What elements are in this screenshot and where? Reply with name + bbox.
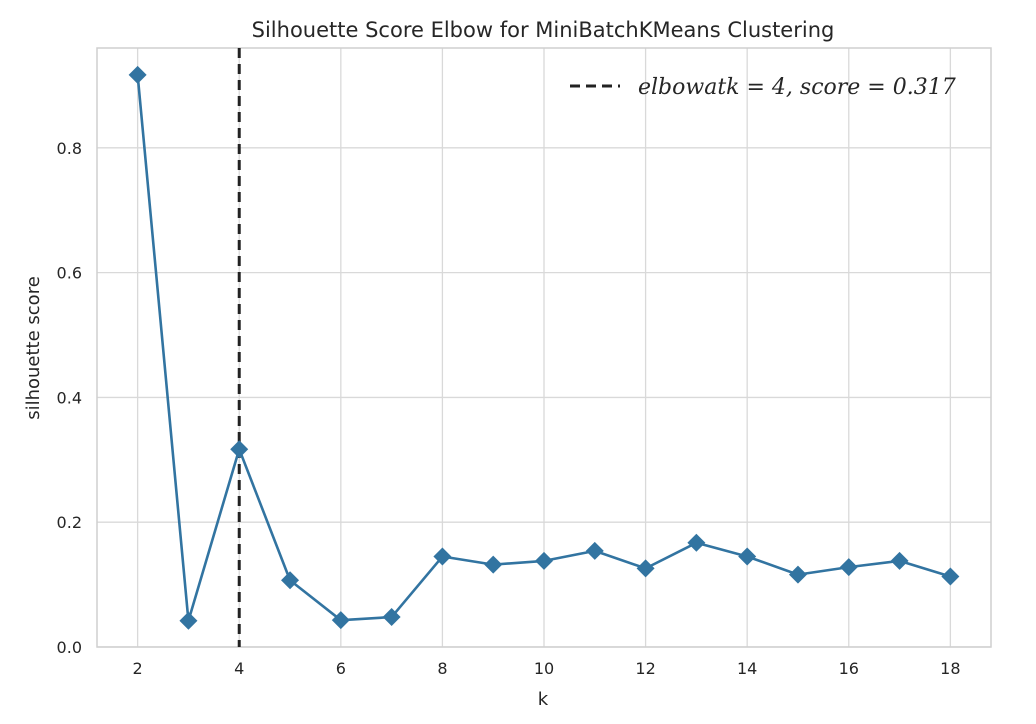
data-point-marker xyxy=(331,611,350,630)
x-tick-label: 18 xyxy=(940,659,960,678)
y-tick-label: 0.8 xyxy=(57,139,82,158)
y-tick-label: 0.0 xyxy=(57,638,82,657)
data-point-marker xyxy=(788,565,807,584)
x-tick-label: 6 xyxy=(336,659,346,678)
data-point-marker xyxy=(636,559,655,578)
data-point-marker xyxy=(179,611,198,630)
data-point-marker xyxy=(128,65,147,84)
x-tick-label: 2 xyxy=(133,659,143,678)
chart-title: Silhouette Score Elbow for MiniBatchKMea… xyxy=(252,18,835,42)
x-tick-label: 14 xyxy=(737,659,757,678)
data-point-marker xyxy=(281,571,300,590)
data-point-marker xyxy=(839,558,858,577)
data-point-marker xyxy=(484,555,503,574)
data-point-marker xyxy=(230,440,249,459)
data-point-marker xyxy=(890,551,909,570)
data-point-marker xyxy=(433,547,452,566)
tick-layer: 2 4 6 8 10 12 14 16 18 0.0 0.2 0.4 0.6 0.8 xyxy=(57,139,961,678)
legend: elbowatk = 4, score = 0.317 xyxy=(570,75,956,100)
series-layer xyxy=(128,65,960,630)
data-point-marker xyxy=(535,551,553,570)
y-axis-label: silhouette score xyxy=(23,276,44,420)
data-point-marker xyxy=(941,567,960,586)
x-tick-label: 12 xyxy=(635,659,655,678)
y-tick-label: 0.2 xyxy=(57,513,82,532)
x-tick-label: 16 xyxy=(839,659,859,678)
x-tick-label: 10 xyxy=(534,659,554,678)
data-point-marker xyxy=(687,533,706,552)
x-tick-label: 8 xyxy=(437,659,447,678)
data-point-marker xyxy=(382,608,401,627)
grid-layer xyxy=(97,48,991,648)
data-point-marker xyxy=(738,547,757,566)
plot-frame xyxy=(96,47,992,648)
y-tick-label: 0.4 xyxy=(57,388,82,407)
x-tick-label: 4 xyxy=(234,659,244,678)
data-point-marker xyxy=(585,541,604,560)
x-axis-label: k xyxy=(538,689,549,710)
legend-elbow-label: elbowatk = 4, score = 0.317 xyxy=(638,75,956,100)
y-tick-label: 0.6 xyxy=(57,264,82,283)
